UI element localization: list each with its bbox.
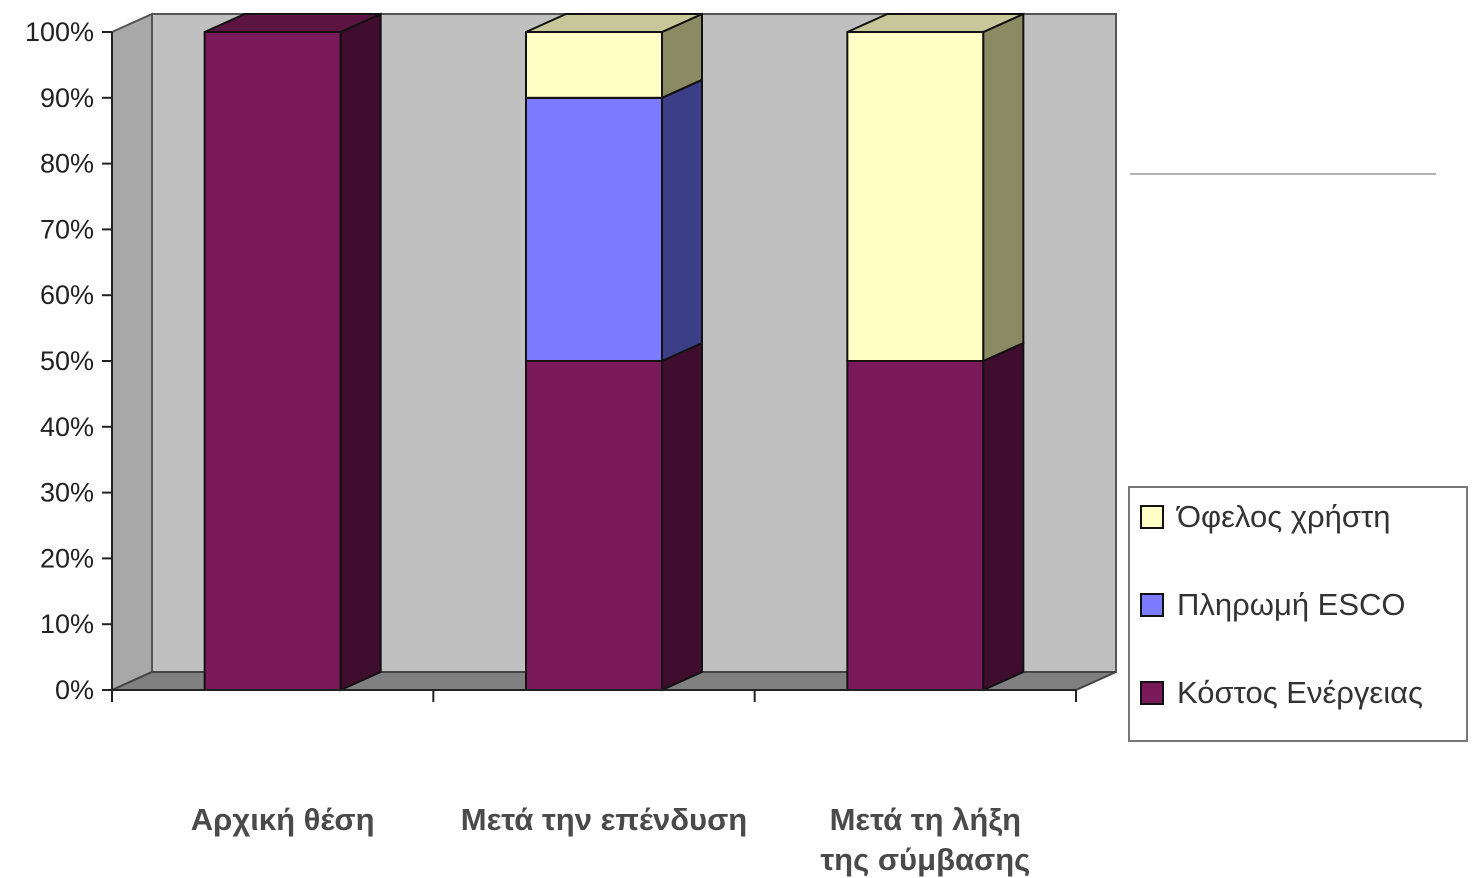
legend-box [1128, 486, 1468, 742]
y-tick-label: 20% [40, 543, 94, 573]
y-tick-label: 0% [55, 675, 94, 705]
y-tick-label: 70% [40, 214, 94, 244]
category-label: Αρχική θέση [191, 802, 375, 837]
bar-segment-side [661, 341, 703, 692]
side-wall [111, 12, 153, 692]
bar-segment [203, 31, 342, 691]
legend-label: Κόστος Ενέργειας [1177, 675, 1423, 710]
bar-segment-top [846, 13, 1024, 33]
bar-segment-side [339, 12, 382, 692]
y-tick-label: 30% [40, 478, 94, 508]
bar-segment [525, 96, 663, 363]
category-label-line: της σύμβασης [820, 842, 1030, 877]
legend-swatch [1140, 505, 1164, 529]
legend-swatch [1140, 681, 1164, 705]
bar-segment-side [661, 78, 703, 363]
category-label: Μετά τη λήξη της σύμβασης [820, 802, 1030, 877]
y-tick-label: 80% [40, 149, 94, 179]
y-tick-label: 40% [40, 412, 94, 442]
category-label-line: Μετά την επένδυση [461, 802, 747, 837]
bar-segment [846, 31, 985, 362]
legend-label: Όφελος χρήστη [1175, 499, 1391, 534]
category-label: Μετά την επένδυση [461, 802, 747, 837]
legend-swatch [1140, 593, 1164, 617]
legend-label: Πληρωμή ESCO [1177, 587, 1406, 622]
bar-segment [525, 360, 663, 691]
bar-segment-top [204, 13, 382, 33]
bar-segment-top [525, 13, 703, 33]
y-tick-label: 50% [40, 346, 94, 376]
y-tick-label: 100% [25, 17, 94, 47]
bar-segment-side [982, 341, 1025, 692]
y-tick-label: 60% [40, 280, 94, 310]
bar-segment [846, 360, 985, 691]
bar-segment [525, 31, 663, 99]
y-tick-label: 10% [40, 609, 94, 639]
category-label-line: Μετά τη λήξη [830, 802, 1021, 837]
y-tick-label: 90% [40, 83, 94, 113]
category-label-line: Αρχική θέση [191, 802, 375, 837]
bar-segment-side [982, 12, 1025, 363]
